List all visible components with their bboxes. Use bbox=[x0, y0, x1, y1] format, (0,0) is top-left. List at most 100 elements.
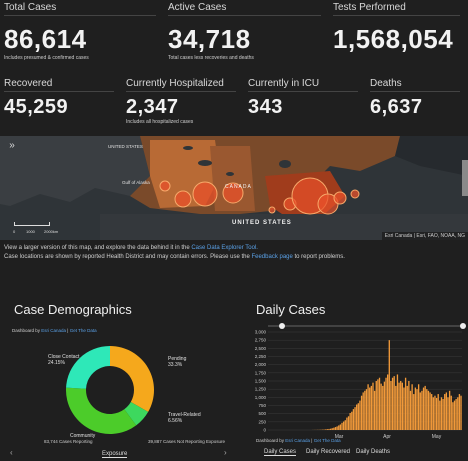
donut-slice-close-contact[interactable] bbox=[66, 346, 110, 389]
bar[interactable] bbox=[360, 395, 363, 430]
bar[interactable] bbox=[426, 389, 428, 430]
bar[interactable] bbox=[364, 390, 366, 430]
bar[interactable] bbox=[370, 385, 373, 430]
bar[interactable] bbox=[367, 384, 369, 430]
bar[interactable] bbox=[331, 428, 333, 430]
bar[interactable] bbox=[414, 387, 417, 430]
bar[interactable] bbox=[352, 409, 355, 430]
case-bubble[interactable] bbox=[350, 189, 360, 199]
bar[interactable] bbox=[403, 387, 405, 430]
bar[interactable] bbox=[421, 390, 423, 430]
bar[interactable] bbox=[328, 428, 330, 430]
bar[interactable] bbox=[445, 392, 448, 430]
bar[interactable] bbox=[388, 340, 390, 430]
bar[interactable] bbox=[338, 425, 340, 430]
bar[interactable] bbox=[444, 394, 446, 430]
bar[interactable] bbox=[325, 429, 327, 430]
bar[interactable] bbox=[349, 413, 351, 430]
case-bubble[interactable] bbox=[159, 180, 171, 192]
bar[interactable] bbox=[362, 392, 364, 430]
bar[interactable] bbox=[411, 384, 413, 430]
bar[interactable] bbox=[383, 381, 386, 430]
bar[interactable] bbox=[344, 420, 346, 430]
map-panel-tab[interactable] bbox=[462, 160, 468, 196]
bar[interactable] bbox=[347, 416, 350, 430]
bar[interactable] bbox=[375, 381, 377, 430]
bar[interactable] bbox=[329, 428, 332, 430]
bar[interactable] bbox=[365, 389, 368, 430]
bar[interactable] bbox=[387, 374, 389, 430]
bar[interactable] bbox=[439, 400, 441, 430]
bar[interactable] bbox=[434, 395, 436, 430]
esri-canada-link[interactable]: Esri Canada bbox=[285, 438, 311, 443]
bar[interactable] bbox=[326, 429, 329, 430]
bar[interactable] bbox=[431, 394, 433, 430]
bar[interactable] bbox=[395, 385, 397, 430]
bar[interactable] bbox=[357, 403, 359, 430]
bar[interactable] bbox=[422, 387, 425, 430]
donut-slice-community[interactable] bbox=[65, 387, 137, 434]
range-slider-handle-end[interactable] bbox=[460, 323, 466, 329]
bar[interactable] bbox=[416, 389, 418, 430]
case-bubble[interactable] bbox=[222, 182, 244, 204]
bar[interactable] bbox=[457, 397, 459, 430]
bar[interactable] bbox=[373, 390, 376, 430]
get-the-data-link[interactable]: Get The Data bbox=[313, 438, 341, 443]
bar[interactable] bbox=[346, 417, 348, 430]
bar[interactable] bbox=[336, 426, 338, 430]
bar[interactable] bbox=[424, 385, 426, 430]
bar[interactable] bbox=[417, 384, 420, 430]
case-data-explorer-link[interactable]: Case Data Explorer Tool. bbox=[191, 245, 258, 251]
double-chevron-right-icon[interactable]: » bbox=[9, 140, 15, 151]
bar[interactable] bbox=[442, 398, 444, 430]
range-slider-handle-start[interactable] bbox=[279, 323, 285, 329]
bar[interactable] bbox=[406, 385, 408, 430]
bar[interactable] bbox=[390, 381, 392, 430]
tab-exposure[interactable]: Exposure bbox=[102, 451, 128, 458]
tab-daily-recovered[interactable]: Daily Recovered bbox=[306, 449, 351, 455]
get-the-data-link[interactable]: Get The Data bbox=[69, 328, 97, 333]
bar[interactable] bbox=[432, 397, 434, 430]
bar[interactable] bbox=[398, 382, 400, 430]
donut-slice-travel-related[interactable] bbox=[124, 401, 149, 426]
bar[interactable] bbox=[382, 385, 384, 430]
bar[interactable] bbox=[409, 390, 412, 430]
bar[interactable] bbox=[413, 394, 415, 430]
bar[interactable] bbox=[460, 395, 462, 430]
bar[interactable] bbox=[377, 379, 379, 430]
case-bubble[interactable] bbox=[192, 181, 218, 207]
daily-cases-bar-chart[interactable]: 0 250 500 750 1,000 1,250 1,500 1,750 2,000 2,250… bbox=[242, 318, 468, 458]
case-bubble[interactable] bbox=[174, 190, 192, 208]
bar[interactable] bbox=[455, 398, 457, 430]
bar[interactable] bbox=[458, 394, 461, 430]
bar[interactable] bbox=[437, 394, 439, 430]
bar[interactable] bbox=[369, 387, 371, 430]
donut-slice-pending[interactable] bbox=[110, 346, 154, 412]
bar[interactable] bbox=[359, 400, 361, 430]
bar[interactable] bbox=[380, 383, 382, 430]
bar[interactable] bbox=[453, 400, 456, 430]
bar[interactable] bbox=[351, 411, 353, 430]
bar[interactable] bbox=[354, 407, 356, 430]
bar[interactable] bbox=[393, 376, 395, 430]
case-map[interactable]: UNITED STATES Gulf of Alaska CANADA UNIT… bbox=[0, 136, 468, 240]
bar[interactable] bbox=[427, 390, 430, 430]
bar[interactable] bbox=[356, 404, 358, 430]
feedback-link[interactable]: Feedback page bbox=[251, 254, 293, 260]
bar[interactable] bbox=[400, 381, 402, 430]
bar[interactable] bbox=[339, 424, 342, 430]
bar[interactable] bbox=[447, 397, 449, 430]
bar[interactable] bbox=[341, 422, 343, 430]
bar[interactable] bbox=[334, 427, 337, 430]
bar[interactable] bbox=[408, 381, 410, 430]
bar[interactable] bbox=[372, 382, 374, 430]
bar[interactable] bbox=[404, 377, 407, 430]
case-bubble[interactable] bbox=[268, 206, 276, 214]
bar[interactable] bbox=[391, 377, 394, 430]
tab-daily-cases[interactable]: Daily Cases bbox=[264, 449, 297, 456]
bar[interactable] bbox=[385, 377, 387, 430]
demographics-donut-chart[interactable]: Pending 33.3% Travel-Related 6.56% Community… bbox=[0, 298, 236, 461]
bar[interactable] bbox=[419, 392, 421, 430]
bar[interactable] bbox=[440, 397, 443, 430]
bar[interactable] bbox=[396, 374, 399, 430]
